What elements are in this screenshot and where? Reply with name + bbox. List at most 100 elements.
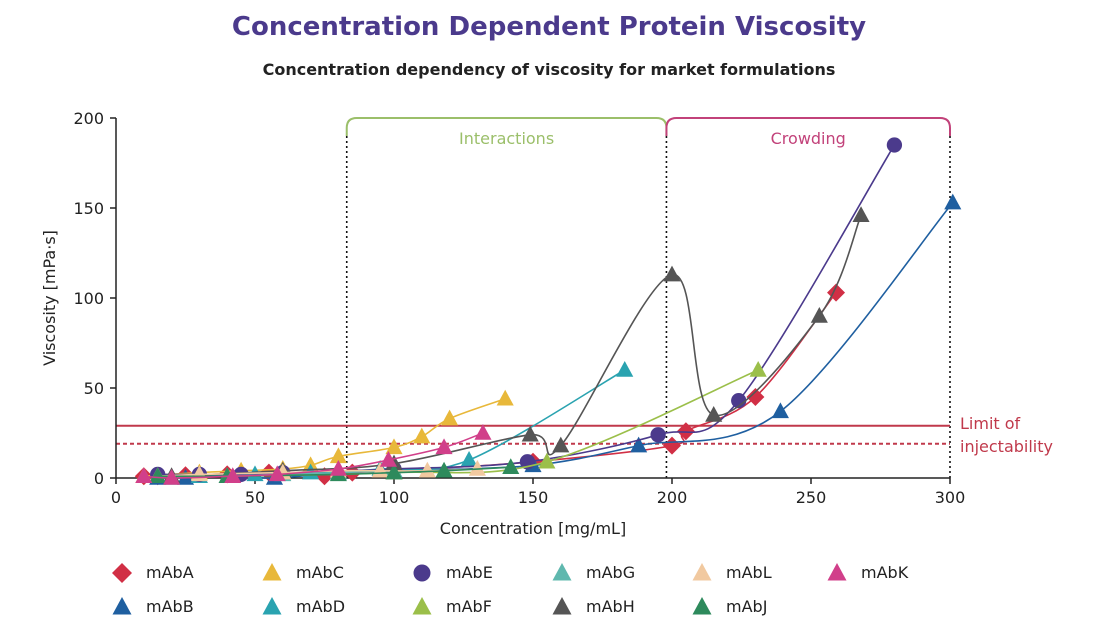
series-line-mAbA: [143, 292, 837, 478]
data-point-mAbK-4: [329, 460, 347, 476]
series-line-mAbB: [157, 202, 954, 479]
legend-marker-mAbF: [412, 597, 432, 615]
data-point-mAbJ-0: [149, 467, 167, 483]
limit-label-line2: injectability: [960, 437, 1053, 456]
region-bracket-1: [665, 117, 951, 136]
legend-item-mAbG: mAbG: [550, 560, 635, 584]
legend-item-mAbJ: mAbJ: [690, 594, 767, 618]
data-point-mAbK-1: [163, 469, 181, 485]
data-point-mAbK-6: [435, 438, 453, 455]
data-point-mAbB-9: [944, 193, 962, 210]
legend-label-mAbL: mAbL: [726, 562, 772, 582]
legend-item-mAbA: mAbA: [110, 560, 194, 584]
data-point-mAbC-9: [496, 389, 514, 406]
legend-label-mAbG: mAbG: [586, 562, 636, 582]
data-point-mAbJ-5: [502, 458, 520, 474]
data-point-mAbK-0: [135, 467, 153, 483]
data-point-mAbA-10: [676, 422, 695, 441]
chart-subtitle: Concentration dependency of viscosity fo…: [262, 60, 836, 79]
legend-label-mAbJ: mAbJ: [726, 596, 768, 616]
data-point-mAbH-7: [810, 307, 828, 323]
data-point-mAbD-5: [460, 451, 478, 467]
data-point-mAbE-7: [731, 392, 747, 409]
legend-label-mAbF: mAbF: [446, 596, 492, 616]
data-point-mAbC-8: [441, 409, 459, 426]
region-bracket-0: [345, 117, 668, 136]
legend-label-mAbH: mAbH: [586, 596, 635, 616]
legend-item-mAbE: mAbE: [410, 560, 493, 584]
x-tick-label-4: 200: [657, 488, 688, 507]
legend-item-mAbB: mAbB: [110, 594, 194, 618]
data-point-mAbE-6: [650, 427, 666, 443]
legend-item-mAbL: mAbL: [690, 560, 772, 584]
region-label-1: Crowding: [771, 129, 846, 148]
legend-marker-mAbD: [262, 597, 282, 615]
legend-marker-mAbG: [552, 563, 572, 581]
region-label-0: Interactions: [459, 129, 554, 148]
data-point-mAbL-6: [468, 460, 486, 476]
legend-marker-mAbE: [413, 564, 431, 582]
data-point-mAbK-7: [474, 424, 492, 440]
x-axis-title: Concentration [mg/mL]: [440, 519, 626, 538]
series-mAbA: [134, 283, 846, 486]
legend-label-mAbA: mAbA: [146, 562, 194, 582]
legend-item-mAbD: mAbD: [260, 594, 345, 618]
series-line-mAbF: [157, 369, 759, 478]
legend-marker-mAbJ: [692, 597, 712, 615]
data-point-mAbC-6: [385, 438, 403, 455]
legend: mAbA mAbC mAbE mAbG mAbL mAbK mAbB mAbD mAbF mAbH…: [110, 560, 1010, 630]
data-point-mAbK-3: [268, 465, 286, 482]
data-point-mAbB-8: [771, 402, 789, 419]
chart-title: Concentration Dependent Protein Viscosit…: [231, 12, 867, 42]
legend-marker-shape-mAbC: [262, 563, 282, 581]
data-point-mAbF-4: [749, 361, 767, 377]
series-mAbH: [163, 206, 870, 483]
x-tick-label-0: 0: [111, 488, 121, 507]
data-point-mAbH-4: [552, 436, 570, 453]
x-tick-label-5: 250: [796, 488, 827, 507]
x-tick-label-3: 150: [518, 488, 549, 507]
data-point-mAbD-6: [616, 361, 634, 377]
legend-marker-shape-mAbG: [552, 563, 572, 581]
legend-marker-mAbC: [262, 563, 282, 581]
y-tick-label-4: 200: [73, 109, 104, 128]
legend-label-mAbE: mAbE: [446, 562, 493, 582]
legend-marker-shape-mAbD: [262, 597, 282, 615]
series-line-mAbC: [143, 398, 506, 477]
legend-marker-shape-mAbE: [413, 564, 431, 582]
legend-label-mAbD: mAbD: [296, 596, 346, 616]
data-point-mAbH-5: [663, 265, 681, 282]
legend-item-mAbF: mAbF: [410, 594, 492, 618]
data-point-mAbH-8: [852, 206, 870, 222]
data-point-mAbF-3: [538, 452, 556, 469]
legend-marker-mAbB: [112, 597, 132, 615]
data-point-mAbK-2: [224, 467, 242, 483]
x-tick-label-6: 300: [935, 488, 966, 507]
y-tick-label-2: 100: [73, 289, 104, 308]
legend-label-mAbC: mAbC: [296, 562, 344, 582]
data-point-mAbA-11: [746, 388, 765, 406]
y-axis-title: Viscosity [mPa·s]: [40, 230, 59, 366]
data-point-mAbA-9: [663, 436, 681, 455]
series-mAbK: [135, 424, 492, 485]
legend-marker-shape-mAbL: [692, 563, 712, 581]
data-point-mAbC-5: [329, 447, 347, 464]
legend-item-mAbK: mAbK: [825, 560, 908, 584]
data-point-mAbC-7: [413, 427, 431, 444]
y-tick-label-0: 0: [94, 469, 104, 488]
series-mAbB: [149, 193, 962, 485]
legend-marker-shape-mAbH: [552, 597, 572, 615]
legend-label-mAbB: mAbB: [146, 596, 194, 616]
legend-marker-shape-mAbJ: [692, 597, 712, 615]
limit-label-line1: Limit of: [960, 414, 1021, 433]
legend-marker-mAbA: [112, 563, 132, 583]
series-line-mAbH: [171, 214, 862, 477]
y-tick-label-1: 50: [84, 379, 104, 398]
legend-label-mAbK: mAbK: [861, 562, 909, 582]
legend-marker-shape-mAbB: [112, 597, 132, 615]
x-tick-label-2: 100: [379, 488, 410, 507]
data-point-mAbH-3: [521, 425, 539, 442]
legend-marker-shape-mAbA: [112, 563, 132, 583]
data-point-mAbJ-4: [435, 461, 453, 478]
data-point-mAbK-5: [379, 451, 397, 467]
